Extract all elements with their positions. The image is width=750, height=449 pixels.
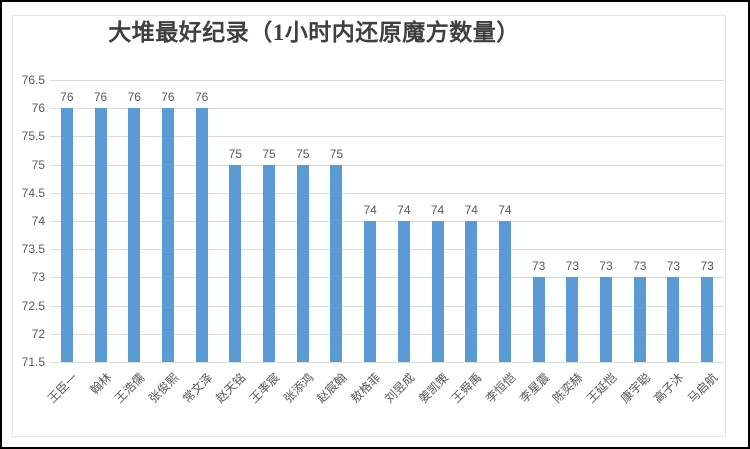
gridline — [50, 80, 724, 81]
bar — [566, 277, 579, 362]
x-axis-label-text: 马启航 — [685, 370, 721, 406]
bar — [633, 277, 646, 362]
bar — [397, 221, 410, 362]
gridline — [50, 136, 724, 138]
y-axis: 76.5 76 75.5 75 74.5 74 73.5 73 72.5 72 71.5 — [2, 73, 45, 369]
bar-value-label: 75 — [228, 146, 243, 161]
bar-value-label: 75 — [262, 146, 276, 161]
bar — [229, 164, 242, 362]
y-tick-label: 73 — [31, 270, 45, 285]
bar — [263, 164, 276, 362]
bar — [364, 221, 377, 362]
y-tick-label: 74 — [31, 214, 45, 228]
bar-value-label: 73 — [633, 259, 647, 274]
x-axis-label-text: 王延恺 — [583, 370, 620, 406]
bar-value-label: 73 — [565, 259, 580, 274]
bar-value-label: 76 — [93, 90, 108, 105]
bar-value-label: 76 — [194, 90, 209, 105]
gridline — [50, 333, 724, 335]
bar-value-label: 73 — [531, 259, 546, 274]
bar — [60, 108, 73, 362]
x-axis-label-text: 赵天铭 — [213, 370, 249, 406]
gridline — [50, 249, 724, 251]
bar-value-label: 75 — [329, 146, 344, 161]
x-axis-label-text: 李星震 — [516, 370, 552, 406]
x-axis-label-text: 高子沐 — [651, 370, 687, 406]
bar-value-label: 74 — [464, 203, 478, 217]
x-axis-label-text: 王舜禹 — [449, 370, 485, 406]
bar — [195, 108, 208, 362]
x-axis-label-text: 王臣一 — [44, 370, 81, 406]
y-tick-label: 75 — [31, 157, 45, 172]
gridline — [50, 305, 724, 307]
bar — [431, 221, 444, 362]
bar — [667, 277, 680, 362]
bar — [532, 277, 545, 362]
bar-value-label: 76 — [60, 90, 74, 105]
x-axis-label-text: 张俊熙 — [145, 370, 182, 406]
bar — [498, 221, 511, 362]
gridline — [50, 221, 724, 222]
y-tick-label: 73.5 — [21, 242, 45, 257]
gridline — [50, 362, 724, 363]
bar — [465, 221, 478, 362]
x-axis-label-text: 常文泽 — [179, 370, 215, 406]
bar — [600, 277, 613, 362]
gridline — [50, 108, 724, 110]
x-axis-label-text: 姜凯策 — [415, 370, 451, 406]
y-tick-label: 71.5 — [21, 355, 45, 369]
y-tick-label: 76.5 — [21, 73, 45, 87]
y-tick-label: 76 — [31, 101, 45, 116]
bar-value-label: 74 — [397, 203, 411, 217]
bar-value-label: 73 — [666, 259, 681, 274]
x-axis-label-text: 王浩儒 — [112, 370, 148, 406]
x-axis-label-text: 陈奕赫 — [550, 370, 586, 406]
y-tick-label: 72 — [31, 326, 45, 341]
plot-area: 76 76 76 76 76 75 75 75 75 74 74 74 74 74 73 73 73 73 73 73 — [50, 80, 724, 363]
bar-value-label: 76 — [127, 90, 141, 105]
x-axis-label-text: 赵宸翰 — [314, 370, 350, 406]
bar — [161, 108, 174, 362]
x-axis-label-text: 敖格菲 — [348, 370, 384, 406]
x-axis-label-text: 张添鸿 — [280, 370, 317, 406]
x-axis-label-text: 王率宸 — [246, 370, 283, 406]
y-tick-label: 72.5 — [21, 298, 45, 313]
x-axis: 王臣一 翰林 王浩儒 张俊熙 常文泽 赵天铭 王率宸 张添鸿 赵宸翰 敖格菲 刘昱成 姜凯策 王舜禹 李恒… — [45, 369, 724, 445]
bar — [701, 277, 714, 362]
x-axis-label-text: 刘昱成 — [381, 370, 418, 406]
y-tick-label: 75.5 — [21, 129, 45, 144]
gridline — [50, 164, 724, 166]
gridline — [50, 277, 724, 279]
bar-value-label: 74 — [363, 203, 377, 217]
x-axis-label-text: 李恒恺 — [482, 370, 519, 406]
y-tick-label: 74.5 — [21, 185, 45, 200]
bar — [94, 108, 107, 362]
bar-value-label: 73 — [599, 259, 613, 274]
gridline — [50, 192, 724, 194]
bar-value-label: 74 — [498, 203, 512, 217]
bar-value-label: 76 — [161, 90, 175, 105]
bar — [330, 164, 343, 362]
bar — [128, 108, 141, 362]
bar — [296, 164, 309, 362]
x-axis-label-text: 康宇聪 — [617, 370, 654, 406]
bar-value-label: 73 — [700, 259, 714, 274]
bar-value-label: 74 — [430, 203, 445, 217]
bar-value-label: 75 — [296, 146, 310, 161]
chart-title: 大堆最好纪录（1小时内还原魔方数量） — [108, 20, 520, 45]
